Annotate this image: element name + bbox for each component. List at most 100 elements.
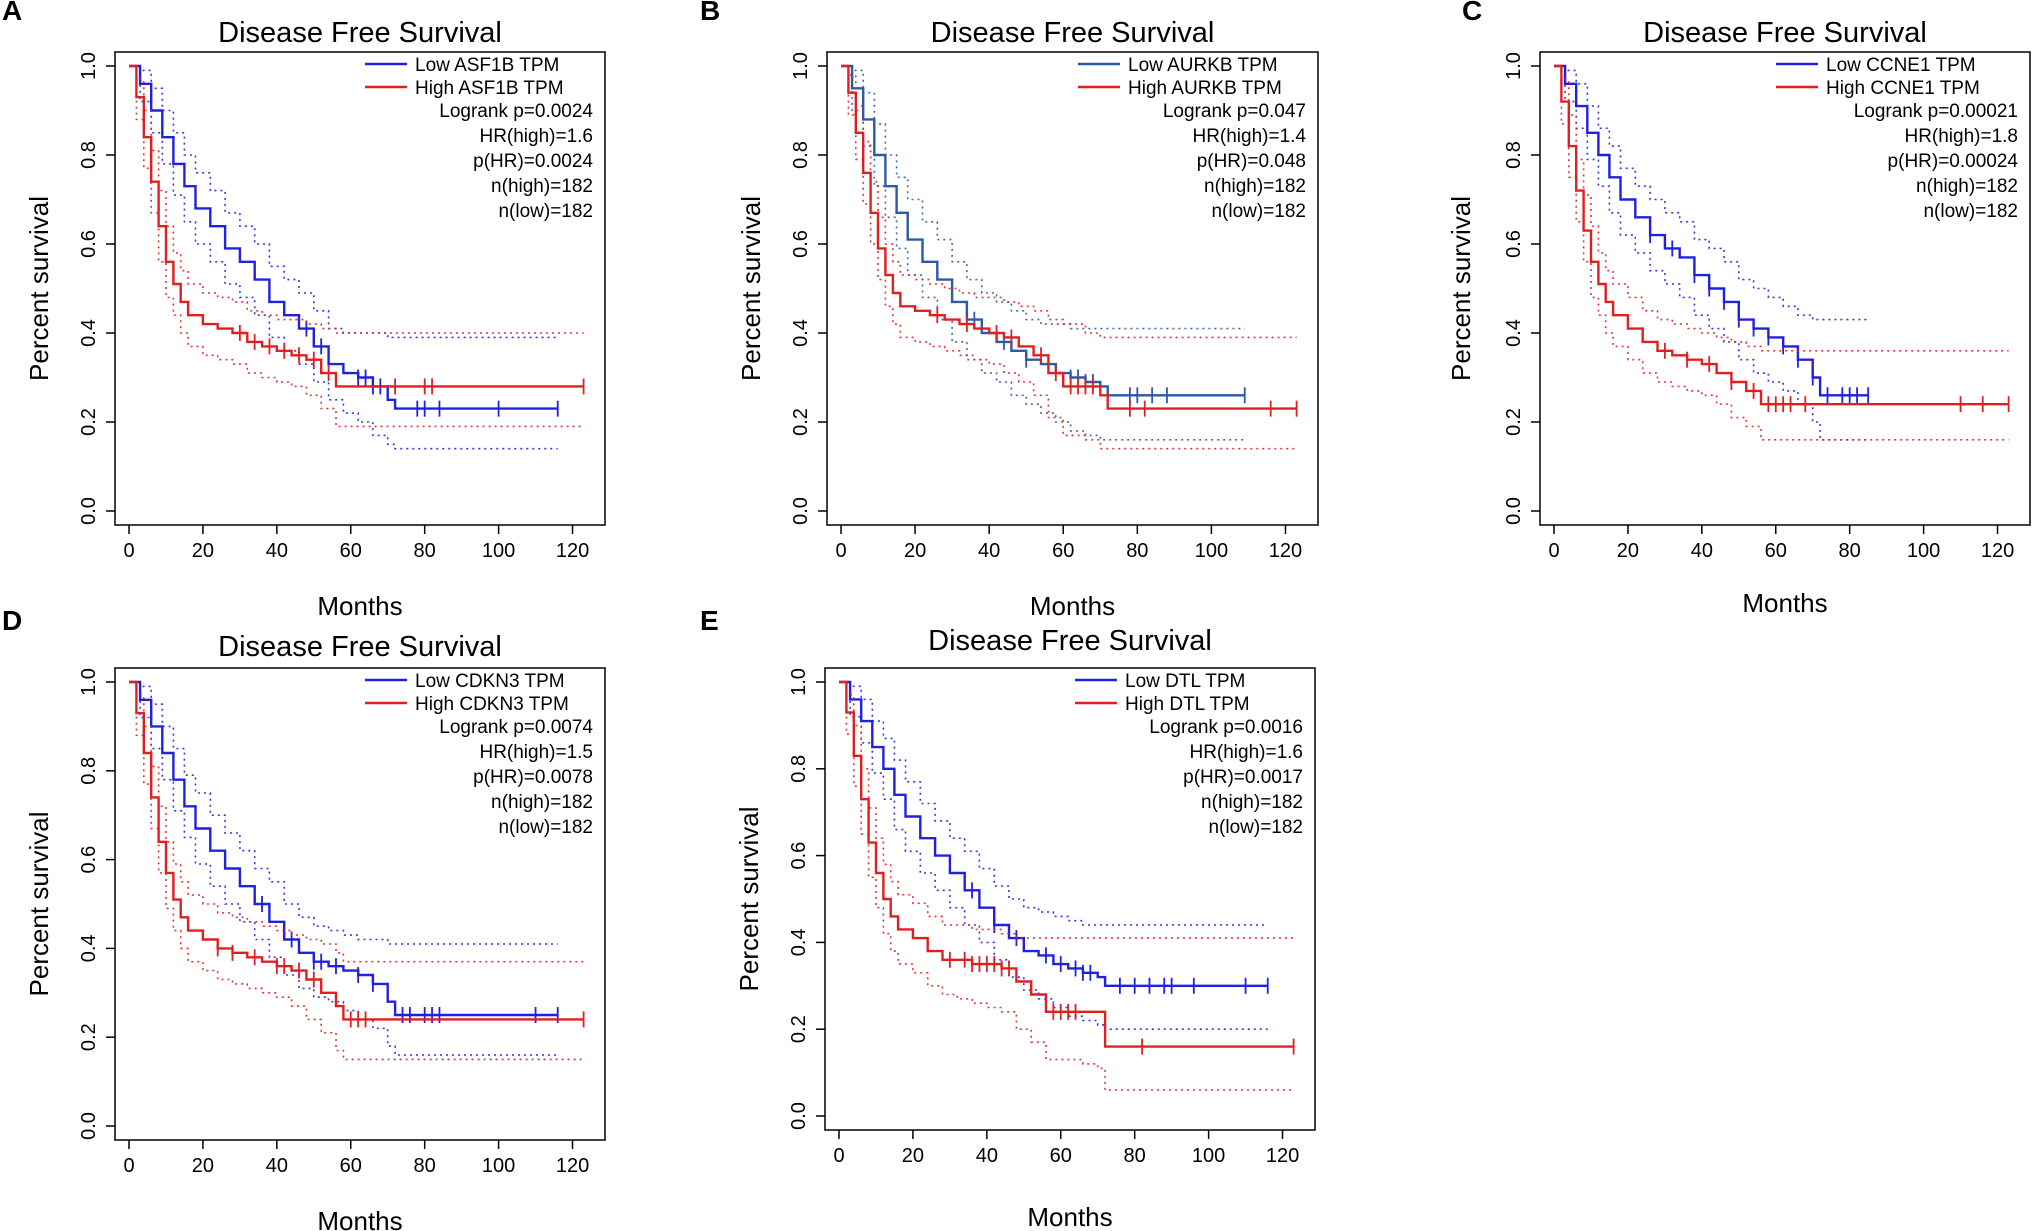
y-axis-label: Percent survival bbox=[734, 807, 764, 992]
x-tick-label: 60 bbox=[340, 1155, 362, 1177]
ci-upper-low bbox=[839, 681, 1268, 926]
y-tick-label: 0.4 bbox=[78, 934, 100, 962]
x-tick-label: 20 bbox=[904, 540, 926, 562]
x-tick-label: 100 bbox=[1195, 540, 1228, 562]
stat-text: n(high)=182 bbox=[1204, 176, 1306, 197]
x-tick-label: 80 bbox=[1126, 540, 1148, 562]
stat-text: p(HR)=0.0078 bbox=[473, 767, 593, 788]
panel-C: C Disease Free Survival 0 20 40 60 80 100 120 0.0… bbox=[1446, 0, 2031, 618]
stat-text: p(HR)=0.00024 bbox=[1888, 151, 2019, 172]
plot-frame bbox=[824, 667, 1316, 1131]
legend-label: High AURKB TPM bbox=[1128, 78, 1282, 99]
ci-lower-low bbox=[839, 681, 1268, 1030]
x-axis-label: Months bbox=[1027, 1202, 1112, 1231]
x-tick-label: 60 bbox=[1050, 1145, 1072, 1167]
panel-letter: B bbox=[700, 0, 720, 26]
survival-curve-low bbox=[1554, 64, 1869, 397]
stat-text: p(HR)=0.0024 bbox=[473, 151, 593, 172]
stat-text: HR(high)=1.5 bbox=[479, 742, 593, 763]
y-tick-label: 0.4 bbox=[788, 928, 810, 956]
x-tick-label: 40 bbox=[266, 1155, 288, 1177]
panel-D: D Disease Free Survival 0 20 40 60 80 100 120 0.0… bbox=[2, 605, 606, 1231]
y-tick-label: 0.4 bbox=[78, 319, 100, 347]
chart-title: Disease Free Survival bbox=[218, 17, 502, 49]
x-tick-label: 20 bbox=[902, 1145, 924, 1167]
ci-upper-high bbox=[1554, 65, 2009, 352]
x-tick-label: 120 bbox=[556, 1155, 589, 1177]
panel-letter: A bbox=[2, 0, 22, 26]
y-tick-label: 1.0 bbox=[790, 52, 812, 80]
stat-text: n(high)=182 bbox=[491, 176, 593, 197]
panel-letter: D bbox=[2, 605, 22, 636]
legend-label: High CCNE1 TPM bbox=[1826, 78, 1980, 99]
chart-title: Disease Free Survival bbox=[931, 17, 1215, 49]
y-tick-label: 0.0 bbox=[790, 497, 812, 525]
ci-lower-high bbox=[1554, 65, 2009, 441]
x-tick-label: 100 bbox=[482, 540, 515, 562]
survival-curve-high bbox=[839, 680, 1294, 1048]
x-tick-label: 0 bbox=[123, 1155, 134, 1177]
ci-upper-high bbox=[129, 681, 584, 963]
stat-text: HR(high)=1.6 bbox=[479, 126, 593, 147]
survival-curve-high bbox=[129, 64, 584, 388]
legend-label: Low CDKN3 TPM bbox=[415, 671, 565, 692]
x-tick-label: 100 bbox=[1192, 1145, 1225, 1167]
y-tick-label: 0.0 bbox=[788, 1102, 810, 1130]
plot-frame bbox=[114, 51, 606, 526]
x-tick-label: 60 bbox=[340, 540, 362, 562]
x-tick-label: 100 bbox=[482, 1155, 515, 1177]
ci-lower-low bbox=[129, 681, 558, 1056]
stat-text: HR(high)=1.8 bbox=[1904, 126, 2018, 147]
y-tick-label: 0.8 bbox=[1503, 141, 1525, 169]
survival-curve-high bbox=[841, 64, 1297, 410]
y-tick-label: 0.8 bbox=[78, 757, 100, 785]
ci-upper-high bbox=[839, 681, 1294, 939]
y-tick-label: 0.6 bbox=[78, 846, 100, 874]
x-axis-label: Months bbox=[317, 591, 402, 621]
stat-text: Logrank p=0.0024 bbox=[439, 101, 593, 122]
legend-label: Low DTL TPM bbox=[1125, 671, 1245, 692]
x-tick-label: 80 bbox=[414, 540, 436, 562]
x-axis-label: Months bbox=[1742, 588, 1827, 618]
panel-letter: E bbox=[700, 605, 719, 636]
x-tick-label: 0 bbox=[123, 540, 134, 562]
chart-title: Disease Free Survival bbox=[1643, 17, 1927, 49]
y-tick-label: 0.0 bbox=[78, 1112, 100, 1140]
x-tick-label: 120 bbox=[556, 540, 589, 562]
x-axis-label: Months bbox=[1030, 591, 1115, 621]
legend-label: High ASF1B TPM bbox=[415, 78, 564, 99]
legend-label: Low CCNE1 TPM bbox=[1826, 55, 1976, 76]
y-tick-label: 1.0 bbox=[78, 668, 100, 696]
y-tick-label: 0.0 bbox=[1503, 497, 1525, 525]
x-tick-label: 60 bbox=[1765, 540, 1787, 562]
y-axis-label: Percent survival bbox=[736, 196, 766, 381]
x-tick-label: 0 bbox=[833, 1145, 844, 1167]
stat-text: n(high)=182 bbox=[491, 792, 593, 813]
x-tick-label: 40 bbox=[976, 1145, 998, 1167]
x-tick-label: 40 bbox=[266, 540, 288, 562]
y-tick-label: 0.4 bbox=[1503, 319, 1525, 347]
x-tick-label: 80 bbox=[1839, 540, 1861, 562]
panel-A: A Disease Free Survival 0 20 40 60 80 100 120 0.0… bbox=[2, 0, 606, 621]
y-tick-label: 1.0 bbox=[788, 668, 810, 696]
stat-text: Logrank p=0.047 bbox=[1163, 101, 1306, 122]
x-tick-label: 20 bbox=[192, 540, 214, 562]
y-tick-label: 0.8 bbox=[78, 141, 100, 169]
stat-text: n(low)=182 bbox=[498, 201, 593, 222]
plot-frame bbox=[114, 667, 606, 1141]
stat-text: HR(high)=1.4 bbox=[1192, 126, 1306, 147]
legend-label: Low AURKB TPM bbox=[1128, 55, 1278, 76]
y-tick-label: 0.2 bbox=[78, 408, 100, 436]
stat-text: Logrank p=0.0074 bbox=[439, 717, 593, 738]
legend-label: High DTL TPM bbox=[1125, 694, 1250, 715]
chart-title: Disease Free Survival bbox=[928, 625, 1212, 657]
y-tick-label: 0.6 bbox=[788, 842, 810, 870]
x-tick-label: 0 bbox=[835, 540, 846, 562]
ci-lower-high bbox=[841, 65, 1297, 450]
panel-letter: C bbox=[1462, 0, 1482, 26]
x-tick-label: 60 bbox=[1052, 540, 1074, 562]
survival-curve-high bbox=[1554, 64, 2009, 406]
x-tick-label: 20 bbox=[1617, 540, 1639, 562]
stat-text: p(HR)=0.0017 bbox=[1183, 767, 1303, 788]
